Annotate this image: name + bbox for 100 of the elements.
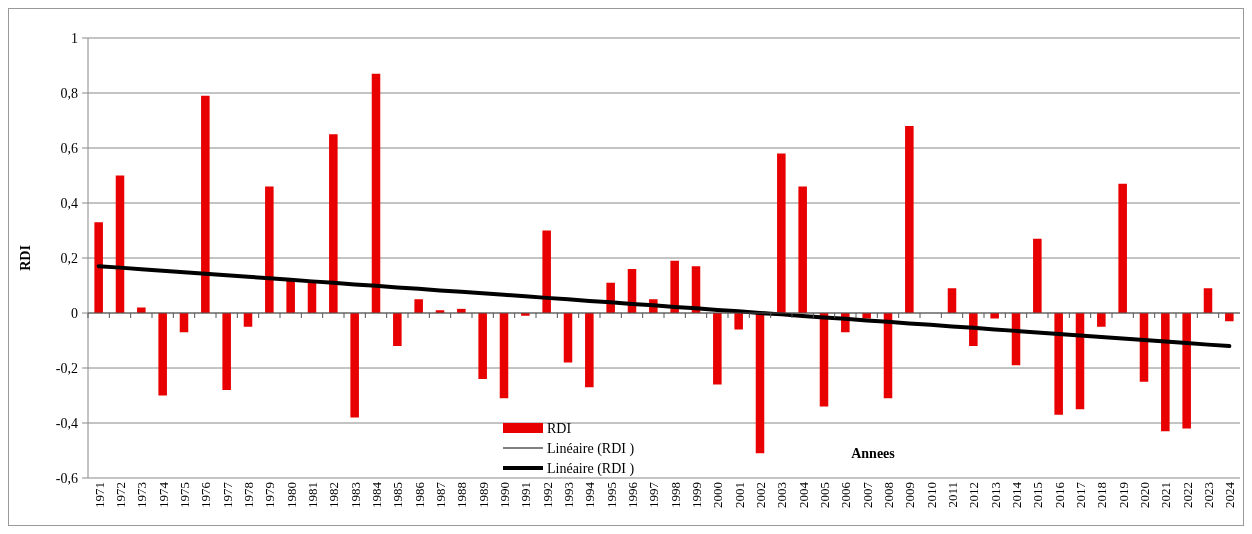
y-tick-label: -0,2 [55, 360, 78, 376]
bar [286, 280, 295, 313]
bar [329, 134, 338, 313]
x-tick-label: 1991 [518, 482, 534, 508]
bar [478, 313, 487, 379]
bar [990, 313, 999, 319]
bar [947, 288, 957, 313]
bar [201, 95, 210, 313]
x-tick-label: 2009 [902, 482, 918, 508]
x-tick-label: 2023 [1201, 482, 1216, 508]
legend-label: Linéaire (RDI ) [547, 440, 635, 457]
bar [1161, 313, 1170, 432]
bar [542, 230, 551, 313]
x-tick-label: 1997 [646, 481, 662, 508]
bar [371, 73, 381, 313]
y-tick-label: 0,8 [60, 85, 78, 101]
x-tick-label: 2011 [945, 482, 960, 508]
y-tick-label: 0,2 [60, 250, 78, 266]
y-tick-label: 0 [71, 305, 78, 321]
x-tick-label: 2003 [774, 482, 790, 508]
x-tick-label: 2004 [795, 481, 811, 508]
x-tick-label: 2000 [710, 482, 726, 508]
x-tick-label: 1973 [134, 482, 150, 508]
bar [670, 260, 679, 313]
x-tick-label: 1994 [582, 481, 598, 508]
x-tick-label: 1979 [262, 482, 278, 508]
x-tick-label: 1987 [433, 481, 448, 508]
x-tick-label: 1976 [198, 481, 214, 508]
x-tick-label: 2024 [1222, 481, 1238, 508]
bar [1054, 313, 1063, 415]
x-tick-label: 2010 [923, 482, 939, 508]
x-tick-label: 2019 [1115, 482, 1131, 508]
x-tick-label: 1978 [241, 482, 256, 508]
bar [734, 313, 743, 330]
x-tick-label: 1993 [561, 482, 576, 508]
bar [905, 126, 914, 313]
bar [755, 313, 765, 454]
bar [158, 313, 167, 396]
x-axis-title: Annees [851, 446, 896, 461]
x-tick-label: 1980 [283, 482, 299, 508]
x-tick-label: 2015 [1030, 482, 1046, 508]
x-tick-label: 2017 [1073, 481, 1088, 508]
y-tick-label: 1 [71, 30, 78, 46]
bar [777, 153, 786, 313]
bar [798, 186, 807, 313]
legend-label: Linéaire (RDI ) [547, 460, 635, 477]
bar [265, 186, 274, 313]
bar [94, 222, 103, 313]
bar [1203, 288, 1213, 313]
x-tick-label: 2012 [966, 482, 982, 508]
bar [350, 313, 359, 418]
bar [222, 313, 231, 390]
x-tick-label: 1988 [454, 482, 470, 508]
x-tick-label: 1974 [155, 481, 171, 508]
x-tick-label: 1995 [603, 482, 619, 508]
y-tick-label: -0,6 [55, 470, 78, 486]
x-tick-label: 1981 [305, 482, 320, 508]
y-tick-label: -0,4 [55, 415, 78, 431]
y-axis-title: RDI [18, 245, 33, 271]
x-tick-label: 1996 [625, 481, 640, 508]
x-tick-label: 1992 [539, 482, 555, 508]
x-tick-label: 2006 [838, 481, 854, 508]
x-tick-label: 1972 [113, 482, 128, 508]
bar [585, 313, 594, 388]
line-series [96, 264, 1232, 348]
bar [1225, 313, 1234, 322]
bar [1033, 238, 1042, 313]
x-tick-label: 1971 [91, 482, 107, 508]
x-tick-label: 1986 [411, 481, 427, 508]
x-tick-label: 2002 [753, 482, 768, 508]
x-tick-label: 1983 [347, 482, 363, 508]
bar [414, 299, 423, 313]
x-tick-label: 1975 [177, 482, 192, 508]
x-tick-label: 2022 [1179, 482, 1195, 508]
x-tick-label: 1998 [667, 482, 683, 508]
bar [563, 313, 573, 363]
x-tick-label: 2013 [987, 482, 1003, 508]
x-tick-label: 2020 [1137, 482, 1152, 508]
x-tick-label: 1984 [369, 481, 384, 508]
y-tick-label: 0,6 [60, 140, 78, 156]
x-tick-label: 1985 [390, 482, 406, 508]
x-tick-label: 2014 [1009, 481, 1024, 508]
bar [713, 313, 722, 385]
x-tick-label: 1982 [326, 482, 342, 508]
x-tick-label: 2005 [817, 482, 832, 508]
bar [115, 175, 125, 313]
bar [1182, 313, 1191, 429]
x-tick-label: 2007 [859, 481, 875, 508]
x-tick-label: 2001 [731, 482, 747, 508]
y-tick-label: 0,4 [60, 195, 78, 211]
bar [499, 313, 509, 399]
x-tick-label: 2021 [1158, 482, 1174, 508]
x-tick-label: 1989 [475, 482, 491, 508]
bar [1118, 183, 1127, 313]
x-tick-label: 1977 [219, 481, 235, 508]
bar [393, 313, 402, 346]
x-tick-label: 2018 [1094, 482, 1110, 508]
x-tick-label: 1999 [689, 482, 704, 508]
x-tick-label: 1990 [497, 482, 512, 508]
x-tick-label: 2016 [1051, 481, 1067, 508]
